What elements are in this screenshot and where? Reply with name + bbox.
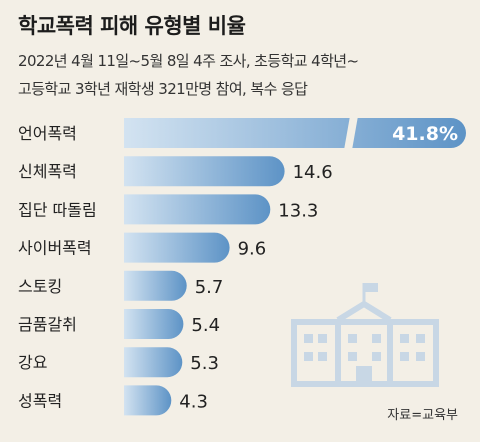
bar-row-8: 성폭력 4.3	[18, 385, 208, 416]
bar	[124, 118, 466, 148]
bar-row-2: 신체폭력 14.6	[18, 156, 333, 187]
category-label: 신체폭력	[18, 162, 77, 181]
bar-row-6: 금품갈취 5.4	[18, 309, 220, 339]
school-building-icon	[291, 283, 439, 387]
value-label: 4.3	[179, 391, 208, 412]
value-label: 5.3	[190, 353, 219, 374]
bar-row-4: 사이버폭력 9.6	[18, 232, 267, 263]
window	[304, 334, 313, 343]
door	[356, 366, 372, 384]
window	[348, 352, 357, 361]
bar-row-7: 강요 5.3	[18, 347, 219, 378]
bar	[124, 385, 172, 416]
category-label: 사이버폭력	[18, 239, 92, 258]
window	[348, 334, 357, 343]
category-label: 집단 따돌림	[18, 200, 97, 219]
window	[372, 352, 381, 361]
window	[372, 334, 381, 343]
value-label: 9.6	[238, 239, 267, 260]
bar	[124, 232, 230, 263]
category-label: 언어폭력	[18, 124, 77, 143]
window	[318, 352, 327, 361]
chart-subtitle-line2: 고등학교 3학년 재학생 321만명 참여, 복수 응답	[18, 80, 308, 98]
value-label: 5.4	[191, 315, 220, 336]
bar	[124, 309, 184, 339]
bar	[124, 347, 183, 378]
value-label: 41.8%	[392, 123, 458, 145]
category-label: 금품갈취	[18, 315, 77, 334]
window	[304, 352, 313, 361]
bar-row-1: 언어폭력 41.8%	[18, 116, 466, 150]
bar	[124, 194, 271, 225]
flag	[364, 283, 378, 292]
value-label: 5.7	[195, 277, 224, 298]
window	[400, 334, 409, 343]
bar-row-3: 집단 따돌림 13.3	[18, 194, 318, 225]
category-label: 강요	[18, 353, 47, 372]
bar-row-5: 스토킹 5.7	[18, 270, 224, 301]
category-label: 스토킹	[18, 277, 62, 296]
window	[400, 352, 409, 361]
source-note: 자료=교육부	[387, 408, 458, 423]
bar	[124, 156, 285, 187]
value-label: 13.3	[278, 200, 318, 221]
value-label: 14.6	[293, 162, 333, 183]
window	[416, 334, 425, 343]
bar	[124, 270, 187, 301]
chart-title: 학교폭력 피해 유형별 비율	[18, 14, 246, 38]
window	[318, 334, 327, 343]
window	[416, 352, 425, 361]
roof	[336, 300, 392, 323]
chart-subtitle-line1: 2022년 4월 11일~5월 8일 4주 조사, 초등학교 4학년~	[18, 52, 359, 70]
axis-break-mark	[344, 116, 358, 150]
category-label: 성폭력	[18, 391, 62, 410]
